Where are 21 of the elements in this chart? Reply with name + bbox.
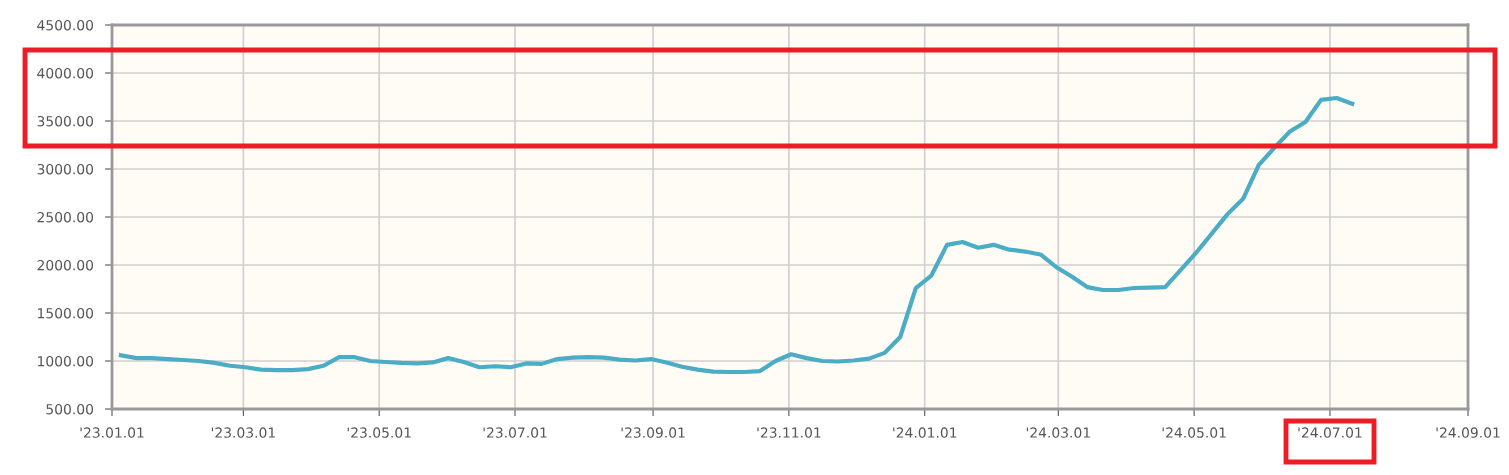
y-tick-label: 4500.00 [37, 19, 94, 31]
y-tick-label: 2000.00 [37, 259, 94, 271]
x-tick-label: '23.01.01 [80, 427, 144, 438]
y-tick-label: 500.00 [46, 403, 94, 415]
line-series [118, 95, 1355, 375]
x-tick-label: '23.09.01 [621, 427, 685, 438]
y-tick-label: 1500.00 [38, 307, 94, 319]
x-tick-label: '24.03.01 [1026, 427, 1090, 438]
y-tick-label: 3500.00 [37, 115, 94, 127]
x-tick-label: '23.07.01 [483, 427, 547, 438]
x-tick-label: '23.11.01 [757, 427, 821, 438]
x-tick-label: '24.01.01 [893, 427, 957, 438]
x-tick-label: '24.07.01 [1298, 427, 1362, 438]
x-tick-label: '23.05.01 [347, 427, 411, 438]
x-tick-label: '23.03.01 [211, 427, 275, 438]
x-tick-label: '24.05.01 [1162, 427, 1226, 438]
y-tick-label: 1000.00 [38, 355, 94, 367]
y-tick-label: 4000.00 [37, 67, 94, 79]
x-tick-label: '24.09.01 [1436, 427, 1500, 438]
y-tick-label: 3000.00 [37, 163, 94, 175]
y-tick-label: 2500.00 [37, 211, 94, 223]
